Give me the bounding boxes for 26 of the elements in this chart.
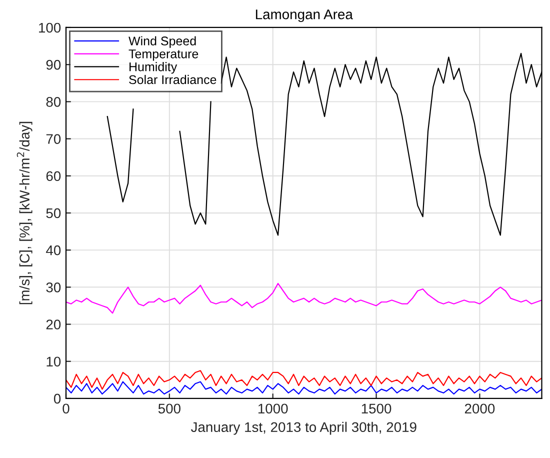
y-tick-label: 40 [46, 245, 61, 256]
x-tick-label: 1500 [362, 404, 392, 414]
legend-label: Wind Speed [128, 36, 196, 48]
y-tick-label: 20 [46, 320, 61, 330]
y-axis-title: [m/s], [C], [%], [kW-hr/m$^{2}$/day] [16, 122, 32, 304]
y-tick-label: 10 [46, 356, 61, 367]
line-series [66, 370, 542, 390]
x-tick-label: 1000 [258, 404, 288, 414]
legend-label: Solar Irradiance [129, 74, 216, 84]
y-tick-label: 30 [46, 282, 61, 292]
y-tick-label: 90 [46, 60, 61, 70]
line-series [66, 282, 542, 314]
y-tick-label: 50 [46, 208, 61, 218]
y-tick-label: 70 [46, 134, 61, 144]
legend-label: Humidity [130, 62, 178, 74]
y-tick-label: 100 [39, 22, 61, 33]
x-tick-label: 500 [158, 404, 180, 414]
line-series [66, 381, 542, 395]
y-tick-label: 80 [46, 97, 61, 107]
x-tick-label: 0 [62, 404, 70, 414]
legend-label: Temperature [128, 50, 198, 61]
x-tick-label: 2000 [464, 404, 495, 414]
y-tick-label: 0 [54, 394, 61, 404]
y-tick-label: 60 [46, 171, 61, 182]
x-axis-title: January 1st, 2013 to April 30th, 2019 [190, 422, 416, 435]
chart-title: Lamongan Area [256, 10, 353, 22]
